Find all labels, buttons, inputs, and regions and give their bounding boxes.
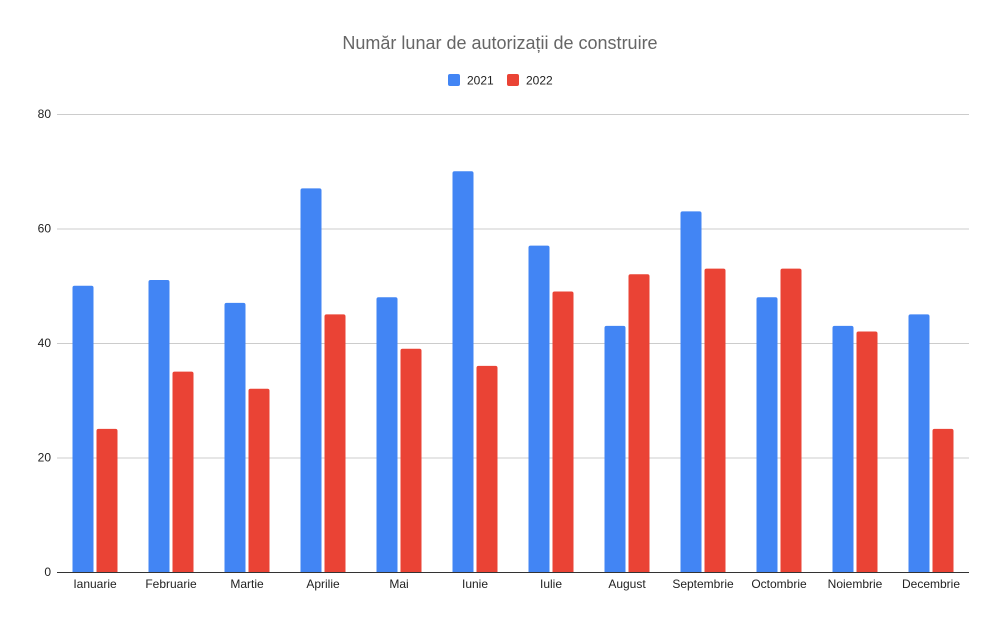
legend-swatch-2021 bbox=[448, 74, 460, 86]
y-tick-label: 80 bbox=[38, 107, 52, 121]
x-tick-label: Septembrie bbox=[672, 577, 734, 591]
legend-swatch-2022 bbox=[507, 74, 519, 86]
legend-label-2022: 2022 bbox=[526, 74, 553, 88]
gridlines bbox=[57, 114, 969, 459]
bar-2021-ianuarie[interactable] bbox=[72, 285, 94, 572]
axes: 0 20 40 60 80 Ianuarie Februarie Martie Aprilie M… bbox=[38, 107, 969, 591]
bar-2021-octombrie[interactable] bbox=[756, 297, 778, 572]
x-tick-label: Octombrie bbox=[751, 577, 807, 591]
bar-2021-noiembrie[interactable] bbox=[832, 325, 854, 572]
bar-2022-mai[interactable] bbox=[400, 348, 422, 572]
y-tick-label: 40 bbox=[38, 336, 52, 350]
x-tick-label: Februarie bbox=[145, 577, 197, 591]
legend-item-2022[interactable]: 2022 bbox=[507, 74, 553, 88]
bar-2022-octombrie[interactable] bbox=[780, 268, 802, 572]
x-tick-label: Aprilie bbox=[306, 577, 340, 591]
legend-label-2021: 2021 bbox=[467, 74, 494, 88]
bar-2022-aprilie[interactable] bbox=[324, 314, 346, 572]
bar-2021-iulie[interactable] bbox=[528, 245, 550, 573]
bar-2021-decembrie[interactable] bbox=[908, 314, 930, 572]
legend-item-2021[interactable]: 2021 bbox=[448, 74, 494, 88]
y-tick-label: 0 bbox=[44, 565, 51, 579]
bar-2021-august[interactable] bbox=[604, 325, 626, 572]
x-tick-label: Mai bbox=[389, 577, 408, 591]
bar-2022-ianuarie[interactable] bbox=[96, 428, 118, 572]
bar-2022-martie[interactable] bbox=[248, 388, 270, 572]
bar-2022-decembrie[interactable] bbox=[932, 428, 954, 572]
x-tick-label: Decembrie bbox=[902, 577, 960, 591]
bar-2022-august[interactable] bbox=[628, 274, 650, 572]
bar-2022-iulie[interactable] bbox=[552, 291, 574, 572]
bars bbox=[72, 171, 954, 573]
bar-2021-februarie[interactable] bbox=[148, 280, 170, 572]
x-tick-label: Iunie bbox=[462, 577, 488, 591]
bar-2022-februarie[interactable] bbox=[172, 371, 194, 572]
x-tick-label: Martie bbox=[230, 577, 264, 591]
x-tick-label: Ianuarie bbox=[73, 577, 117, 591]
x-tick-label: August bbox=[608, 577, 646, 591]
bar-2021-mai[interactable] bbox=[376, 297, 398, 572]
bar-2022-septembrie[interactable] bbox=[704, 268, 726, 572]
y-tick-label: 20 bbox=[38, 451, 52, 465]
bar-2021-iunie[interactable] bbox=[452, 171, 474, 572]
bar-2021-aprilie[interactable] bbox=[300, 188, 322, 573]
y-tick-label: 60 bbox=[38, 222, 52, 236]
chart-title: Număr lunar de autorizații de construire bbox=[342, 33, 657, 53]
bar-2022-iunie[interactable] bbox=[476, 365, 498, 572]
bar-2022-noiembrie[interactable] bbox=[856, 331, 878, 572]
bar-2021-septembrie[interactable] bbox=[680, 211, 702, 572]
legend: 2021 2022 bbox=[448, 74, 553, 88]
x-tick-label: Iulie bbox=[540, 577, 562, 591]
bar-2021-martie[interactable] bbox=[224, 302, 246, 572]
x-tick-label: Noiembrie bbox=[828, 577, 883, 591]
